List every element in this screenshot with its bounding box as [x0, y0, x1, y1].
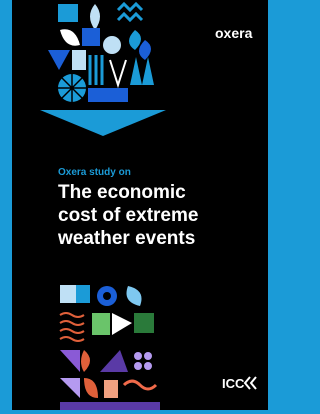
footer-logo: ICC [222, 376, 245, 391]
subtitle: Oxera study on [58, 167, 131, 178]
title-line: weather events [57, 228, 195, 249]
header-logo: oxera [215, 25, 253, 41]
cover: oxera Oxera study on The economic cost o… [0, 0, 280, 414]
title-line: The economic [58, 182, 186, 203]
title-line: cost of extreme [58, 205, 198, 226]
page: {"header": {"logo": "oxera"}, "subtitle"… [0, 0, 280, 414]
